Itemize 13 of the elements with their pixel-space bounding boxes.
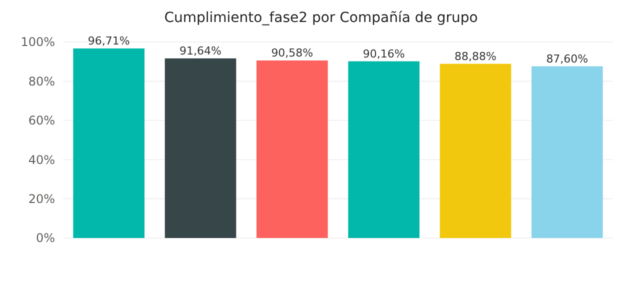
data-label: 96,71% bbox=[88, 34, 130, 48]
data-label: 91,64% bbox=[180, 44, 222, 58]
y-tick-label: 40% bbox=[28, 152, 55, 167]
data-label: 90,16% bbox=[362, 47, 405, 60]
y-tick-label: 100% bbox=[20, 35, 55, 50]
data-label: 88,88% bbox=[454, 50, 496, 63]
y-tick-label: 20% bbox=[28, 192, 55, 206]
chart-title: Cumplimiento_fase2 por Compañía de grupo bbox=[164, 10, 478, 26]
data-label: 87,60% bbox=[546, 52, 588, 66]
data-label: 90,58% bbox=[271, 46, 314, 60]
y-tick-label: 0% bbox=[36, 231, 55, 246]
y-tick-label: 80% bbox=[28, 74, 55, 88]
y-tick-label: 60% bbox=[28, 114, 55, 128]
